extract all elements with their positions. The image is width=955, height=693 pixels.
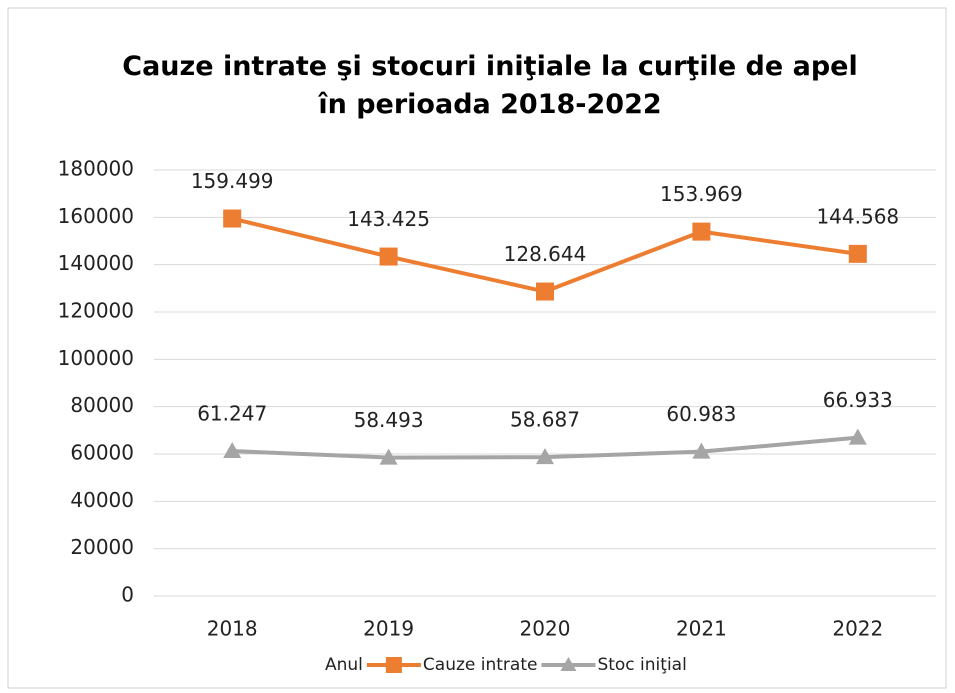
legend-label: Stoc iniţial <box>597 655 686 675</box>
x-tick-label: 2019 <box>363 617 414 641</box>
y-tick-label: 140000 <box>58 251 134 275</box>
data-label: 58.493 <box>354 408 424 432</box>
data-label: 128.644 <box>504 242 587 266</box>
chart-title: Cauze intrate şi stocuri iniţiale la cur… <box>122 51 858 120</box>
x-tick-label: 2021 <box>676 617 727 641</box>
marker <box>848 428 867 445</box>
data-label: 58.687 <box>510 408 580 432</box>
y-tick-label: 0 <box>121 583 134 607</box>
x-tick-label: 2022 <box>832 617 883 641</box>
marker <box>536 282 554 301</box>
y-tick-label: 60000 <box>70 441 134 465</box>
marker <box>536 448 554 465</box>
marker <box>848 244 867 263</box>
data-label: 153.969 <box>660 182 743 206</box>
data-label: 159.499 <box>191 169 274 193</box>
data-label: 66.933 <box>823 388 893 412</box>
y-tick-label: 20000 <box>70 535 134 559</box>
y-tick-label: 120000 <box>58 299 134 323</box>
marker <box>223 209 242 228</box>
legend-label: Anul <box>325 655 363 675</box>
data-label: 61.247 <box>197 402 267 426</box>
marker <box>692 442 711 459</box>
y-tick-label: 80000 <box>70 393 134 417</box>
y-tick-label: 160000 <box>58 204 134 228</box>
y-tick-label: 100000 <box>58 346 134 370</box>
chart-border <box>7 7 947 689</box>
data-label: 144.568 <box>816 204 899 228</box>
data-label: 143.425 <box>347 207 430 231</box>
marker <box>692 222 711 241</box>
marker <box>379 448 398 465</box>
y-tick-label: 40000 <box>70 488 134 512</box>
marker <box>223 442 242 459</box>
x-tick-label: 2020 <box>520 617 571 641</box>
legend-marker <box>560 657 577 671</box>
marker <box>379 247 398 266</box>
x-tick-label: 2018 <box>207 617 258 641</box>
y-tick-label: 180000 <box>58 157 134 181</box>
legend-marker <box>385 657 402 673</box>
data-label: 60.983 <box>666 402 736 426</box>
legend-label: Cauze intrate <box>423 655 538 675</box>
